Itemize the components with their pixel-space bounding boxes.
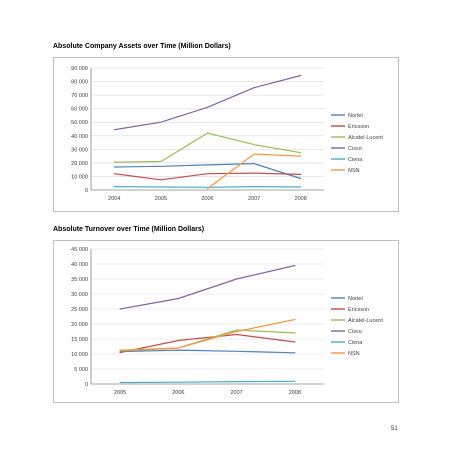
- x-tick-label: 2008: [295, 196, 307, 202]
- series-line-alcatel-lucent: [113, 132, 302, 163]
- y-tick-label: 0: [85, 188, 88, 194]
- series-line-ciena: [113, 186, 302, 188]
- series-line-nsn: [119, 318, 296, 351]
- y-tick-label: 70 000: [71, 93, 88, 99]
- y-tick-label: 5 000: [74, 367, 88, 373]
- series-line-nsn: [206, 153, 302, 190]
- y-tick-label: 25 000: [71, 307, 88, 313]
- chart-title-turnover: Absolute Turnover over Time (Million Dol…: [53, 226, 205, 233]
- chart-assets: 0 10 000 20 000 30 000 40 000 50 000 60 000 70 …: [53, 57, 399, 212]
- chart-turnover-plot: 0 5 000 10 000 15 000 20 000 25 000 30 000 35 0…: [71, 247, 383, 396]
- y-tick-label: 20 000: [71, 322, 88, 328]
- y-tick-label: 60 000: [71, 107, 88, 113]
- x-tick-label: 2004: [108, 196, 120, 202]
- legend-label-alcatel-lucent: Alcatel-Lucent: [348, 135, 383, 141]
- legend-label-nortel: Nortel: [348, 113, 363, 119]
- legend-label-nsn: NSN: [348, 168, 360, 174]
- series-line-cisco: [113, 74, 302, 131]
- page-number: 51: [391, 426, 398, 432]
- y-tick-label: 20 000: [71, 161, 88, 167]
- x-tick-label: 2006: [172, 390, 184, 396]
- y-tick-label: 50 000: [71, 120, 88, 126]
- legend-label-alcatel-lucent: Alcatel-Lucent: [348, 318, 383, 324]
- y-tick-label: 45 000: [71, 247, 88, 253]
- series-line-nortel: [113, 163, 302, 180]
- legend-label-cisco: Cisco: [348, 146, 362, 152]
- y-tick-label: 35 000: [71, 277, 88, 283]
- chart-assets-plot: 0 10 000 20 000 30 000 40 000 50 000 60 000 70 …: [71, 66, 383, 202]
- series-line-ericsson: [113, 172, 302, 181]
- legend-label-nsn: NSN: [348, 351, 360, 357]
- legend-label-ciena: Ciena: [348, 157, 363, 163]
- x-tick-label: 2005: [155, 196, 167, 202]
- legend-label-cisco: Cisco: [348, 329, 362, 335]
- y-tick-label: 30 000: [71, 147, 88, 153]
- legend-label-nortel: Nortel: [348, 296, 363, 302]
- x-tick-label: 2005: [114, 390, 126, 396]
- x-tick-label: 2006: [201, 196, 213, 202]
- y-tick-label: 80 000: [71, 80, 88, 86]
- legend-label-ericsson: Ericsson: [348, 124, 369, 130]
- y-tick-label: 90 000: [71, 66, 88, 72]
- series-line-ericsson: [119, 333, 296, 354]
- y-tick-label: 10 000: [71, 352, 88, 358]
- y-tick-label: 30 000: [71, 292, 88, 298]
- chart-title-assets: Absolute Company Assets over Time (Milli…: [53, 43, 231, 50]
- legend-label-ciena: Ciena: [348, 340, 363, 346]
- y-tick-label: 40 000: [71, 134, 88, 140]
- series-line-ciena: [119, 380, 296, 384]
- x-tick-label: 2007: [231, 390, 243, 396]
- x-tick-label: 2008: [289, 390, 301, 396]
- series-line-cisco: [119, 264, 296, 310]
- y-tick-label: 0: [85, 382, 88, 388]
- legend-label-ericsson: Ericsson: [348, 307, 369, 313]
- x-tick-label: 2007: [248, 196, 260, 202]
- y-tick-label: 40 000: [71, 262, 88, 268]
- series-line-nortel: [119, 349, 296, 354]
- series-line-alcatel-lucent: [119, 329, 296, 352]
- y-tick-label: 10 000: [71, 174, 88, 180]
- chart-turnover: 0 5 000 10 000 15 000 20 000 25 000 30 000 35 0…: [53, 240, 399, 403]
- y-tick-label: 15 000: [71, 337, 88, 343]
